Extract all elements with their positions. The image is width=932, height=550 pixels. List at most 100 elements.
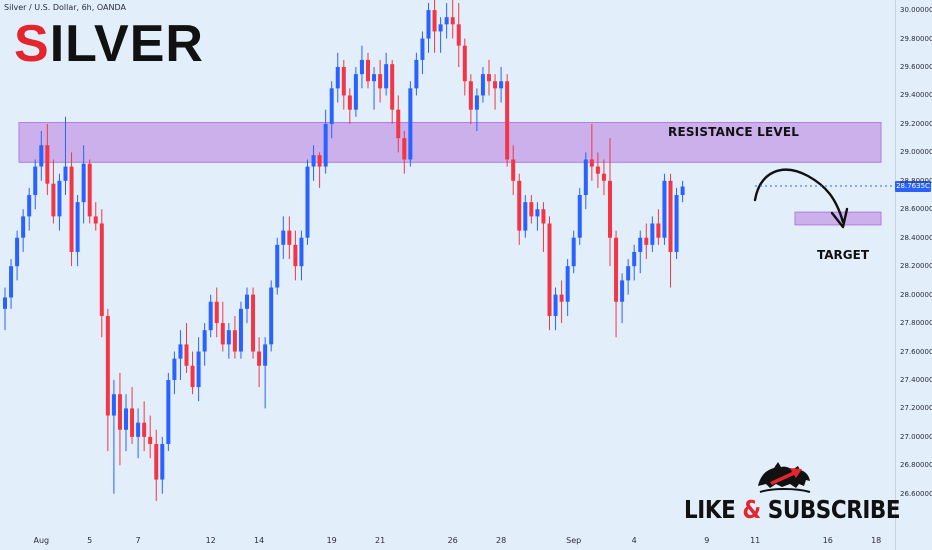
candle-body xyxy=(372,74,377,82)
candle-body xyxy=(571,237,576,267)
candle-body xyxy=(589,159,594,167)
candle-body xyxy=(656,223,661,238)
candle-body xyxy=(281,230,286,245)
candle-body xyxy=(523,202,528,231)
x-tick-label: 14 xyxy=(254,536,265,545)
candle-body xyxy=(601,173,606,181)
y-tick-label: 27.60000 xyxy=(900,347,932,356)
candle-body xyxy=(620,280,625,302)
candle-body xyxy=(559,294,564,302)
candle-body xyxy=(63,166,68,181)
candle-body xyxy=(15,237,20,267)
candle-body xyxy=(190,365,195,388)
y-tick-label: 28.00000 xyxy=(900,290,932,299)
candle-body xyxy=(220,323,225,345)
candle-body xyxy=(529,202,534,217)
x-tick-label: 19 xyxy=(326,536,337,545)
candle-body xyxy=(638,237,643,252)
candle-body xyxy=(232,330,237,352)
candle-body xyxy=(614,237,619,302)
x-tick-label: 21 xyxy=(375,536,386,545)
resistance-zone xyxy=(18,121,882,163)
y-tick-label: 30.00000 xyxy=(900,6,932,15)
candle-body xyxy=(444,17,449,25)
x-tick-label: Sep xyxy=(566,536,582,545)
candle-body xyxy=(535,209,540,217)
candle-body xyxy=(644,237,649,245)
candle-body xyxy=(450,17,455,25)
x-tick-label: 5 xyxy=(87,536,93,545)
cta-ampersand: & xyxy=(742,495,761,524)
candle-body xyxy=(402,138,407,160)
y-tick-label: 29.20000 xyxy=(900,119,932,128)
candle-body xyxy=(674,195,679,252)
candle-body xyxy=(553,294,558,316)
candle-body xyxy=(632,251,637,267)
candle-body xyxy=(359,59,364,75)
candle-body xyxy=(39,145,44,167)
x-tick-label: 26 xyxy=(447,536,458,545)
candle-body xyxy=(208,301,213,331)
candle-body xyxy=(426,10,431,39)
candle-body xyxy=(347,95,352,110)
candle-body xyxy=(136,422,141,437)
candle-body xyxy=(105,315,110,416)
candle-body xyxy=(341,67,346,96)
y-tick-label: 26.60000 xyxy=(900,489,932,498)
candle-body xyxy=(420,38,425,60)
candle-body xyxy=(251,294,256,352)
y-tick-label: 29.40000 xyxy=(900,91,932,100)
candle-body xyxy=(396,109,401,139)
candle-body xyxy=(154,443,159,480)
candle-body xyxy=(505,81,510,160)
candle-body xyxy=(565,266,570,302)
candle-body xyxy=(142,422,147,437)
candle-body xyxy=(456,24,461,46)
candle-body xyxy=(172,358,177,380)
candle-body xyxy=(414,59,419,89)
candle-body xyxy=(577,195,582,238)
candle-body xyxy=(384,64,389,89)
candle-body xyxy=(75,202,80,252)
candle-body xyxy=(511,159,516,181)
candle-body xyxy=(311,155,316,167)
candle-body xyxy=(178,344,183,359)
candle-body xyxy=(335,67,340,89)
x-tick-label: 12 xyxy=(205,536,216,545)
candle-body xyxy=(33,166,38,196)
candle-body xyxy=(263,344,268,366)
title-rest: ILVER xyxy=(49,15,204,73)
candle-body xyxy=(432,10,437,32)
x-tick-label: 28 xyxy=(496,536,507,545)
candle-body xyxy=(69,166,74,252)
arrow-head-icon xyxy=(830,207,849,229)
candle-body xyxy=(499,81,504,89)
candles-layer xyxy=(3,0,685,501)
candle-body xyxy=(196,351,201,388)
y-tick-label: 29.00000 xyxy=(900,148,932,157)
candle-body xyxy=(226,330,231,345)
candle-body xyxy=(317,155,322,167)
curved-arrow-icon xyxy=(753,168,845,224)
candle-body xyxy=(21,216,26,238)
candle-body xyxy=(366,59,370,82)
target-zone xyxy=(794,211,882,226)
y-tick-label: 28.80000 xyxy=(900,176,932,185)
candle-body xyxy=(493,81,498,89)
candle-body xyxy=(438,24,443,32)
candle-body xyxy=(27,195,32,217)
y-tick-label: 26.80000 xyxy=(900,461,932,470)
candle-body xyxy=(408,88,413,160)
candle-body xyxy=(287,230,292,245)
candle-body xyxy=(93,216,98,224)
candle-body xyxy=(166,379,171,444)
symbol-description: Silver / U.S. Dollar, 6h, OANDA xyxy=(4,3,126,12)
y-tick-label: 29.80000 xyxy=(900,34,932,43)
candle-body xyxy=(99,223,104,316)
y-tick-label: 28.60000 xyxy=(900,205,932,214)
candle-body xyxy=(124,408,128,430)
x-tick-label: 4 xyxy=(631,536,637,545)
last-price-tag: 28.7635C xyxy=(895,180,931,192)
candle-body xyxy=(595,166,600,174)
